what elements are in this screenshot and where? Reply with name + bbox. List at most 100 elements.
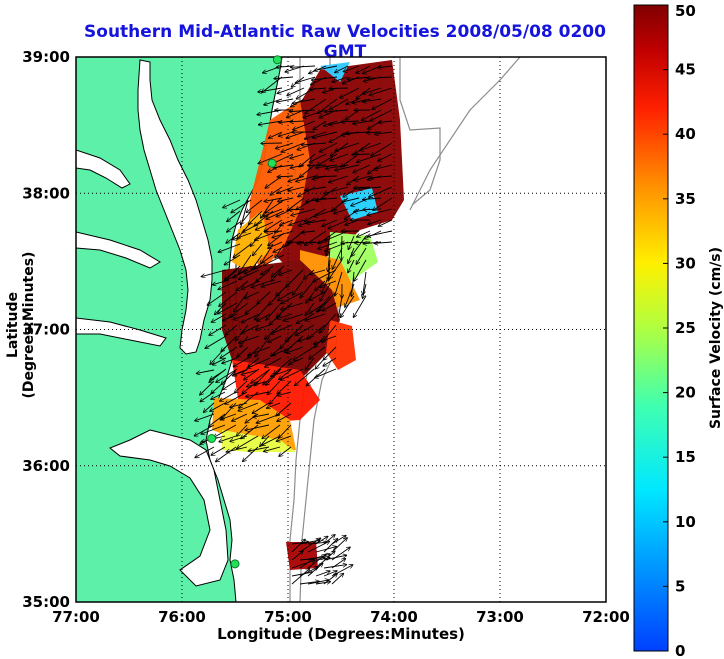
velocity-arrow	[300, 280, 315, 298]
velocity-arrow	[201, 269, 227, 277]
velocity-arrow	[286, 131, 305, 138]
velocity-arrow	[200, 391, 215, 402]
velocity-arrow	[274, 77, 294, 79]
velocity-arrow	[279, 424, 292, 438]
velocity-arrow	[290, 164, 305, 168]
chesapeake-bay	[137, 59, 213, 355]
velocity-arrow	[309, 242, 327, 243]
velocity-arrow	[369, 87, 393, 95]
velocity-arrow	[331, 559, 346, 569]
velocity-arrow	[361, 109, 382, 121]
velocity-arrow	[301, 231, 316, 233]
velocity-arrow	[378, 66, 393, 68]
velocity-arrow	[299, 164, 316, 178]
velocity-arrow	[237, 435, 259, 449]
velocity-arrow	[370, 109, 393, 121]
colorbar-tick-label: 35	[675, 190, 696, 208]
velocity-arrow	[211, 446, 226, 455]
x-axis-label: Longitude (Degrees:Minutes)	[217, 625, 465, 643]
velocity-arrow	[335, 65, 349, 73]
velocity-arrow	[291, 208, 316, 216]
velocity-arrow	[307, 324, 326, 339]
radar-station-marker	[267, 158, 277, 168]
velocity-arrow	[194, 424, 215, 436]
velocity-arrow	[254, 368, 271, 386]
radar-stations	[207, 55, 282, 569]
velocity-arrow	[367, 77, 393, 78]
velocity-arrow	[222, 357, 238, 363]
velocity-arrow	[233, 313, 249, 320]
velocity-arrow	[210, 369, 226, 380]
map-grid	[76, 57, 606, 602]
velocity-arrow	[332, 76, 349, 82]
velocity-arrow	[256, 269, 271, 282]
y-tick-label: 38:00	[22, 184, 70, 202]
velocity-arrow	[212, 280, 227, 285]
velocity-arrow	[303, 109, 327, 118]
velocity-arrow	[378, 153, 393, 161]
velocity-arrow	[332, 247, 343, 269]
velocity-arrow	[305, 302, 315, 316]
velocity-arrow	[265, 199, 285, 213]
velocity-arrow	[352, 154, 371, 155]
velocity-arrow	[373, 197, 393, 210]
velocity-arrow	[287, 87, 305, 96]
velocity-arrow	[251, 369, 270, 383]
velocity-arrow	[230, 402, 248, 407]
y-tick-label: 39:00	[22, 48, 70, 66]
velocity-arrow	[234, 380, 248, 393]
velocity-arrow	[240, 335, 249, 347]
velocity-arrow	[275, 243, 285, 258]
velocity-arrow	[293, 120, 316, 130]
velocity-arrow	[309, 269, 326, 274]
velocity-arrow	[363, 209, 382, 210]
velocity-arrow	[230, 435, 248, 442]
bathymetry-contour	[409, 57, 521, 211]
velocity-arrow	[239, 335, 260, 343]
velocity-arrow	[220, 391, 237, 401]
velocity-arrow	[348, 235, 355, 250]
velocity-arrow	[211, 391, 226, 399]
velocity-arrow	[331, 573, 344, 585]
velocity-arrow	[263, 208, 283, 216]
velocity-arrow	[279, 446, 292, 456]
velocity-arrow	[289, 110, 316, 112]
velocity-arrow	[254, 210, 274, 226]
velocity-arrow	[291, 551, 303, 561]
velocity-arrow	[222, 380, 237, 390]
velocity-arrow	[219, 291, 238, 306]
colorbar-tick-label: 40	[675, 125, 696, 143]
velocity-arrow	[262, 76, 283, 93]
velocity-arrow	[254, 232, 274, 240]
velocity-arrow	[232, 369, 248, 376]
velocity-arrow	[296, 197, 316, 210]
velocity-arrow	[348, 259, 355, 273]
velocity-arrow	[232, 413, 248, 421]
velocity-arrow	[340, 87, 360, 98]
velocity-arrow	[262, 424, 281, 439]
velocity-arrow	[347, 76, 371, 79]
velocity-arrow	[289, 357, 304, 364]
velocity-arrow	[305, 313, 326, 321]
bay-tributary	[76, 149, 131, 189]
colorbar-label: Surface Velocity (cm/s)	[708, 246, 724, 430]
x-tick-label: 75:00	[264, 608, 312, 626]
velocity-arrow	[343, 65, 360, 72]
y-tick-label: 36:00	[22, 457, 70, 475]
velocity-arrow	[215, 446, 237, 462]
velocity-arrow	[210, 402, 226, 411]
velocity-arrow	[200, 380, 215, 395]
velocity-arrow	[196, 369, 215, 373]
velocity-arrow	[291, 539, 305, 553]
velocity-arrow	[307, 554, 326, 569]
velocity-arrow	[269, 291, 282, 305]
velocity-arrow	[216, 368, 238, 382]
velocity-arrow	[293, 346, 315, 360]
velocity-arrow	[212, 357, 227, 365]
velocity-arrow	[275, 221, 285, 233]
velocity-arrow	[277, 87, 294, 93]
velocity-arrow	[277, 380, 292, 394]
velocity-arrow	[318, 241, 338, 249]
velocity-arrow	[220, 413, 237, 420]
colorbar-ticks: 0 5 10 15 20 25 30 35 40 45 50	[663, 2, 696, 659]
